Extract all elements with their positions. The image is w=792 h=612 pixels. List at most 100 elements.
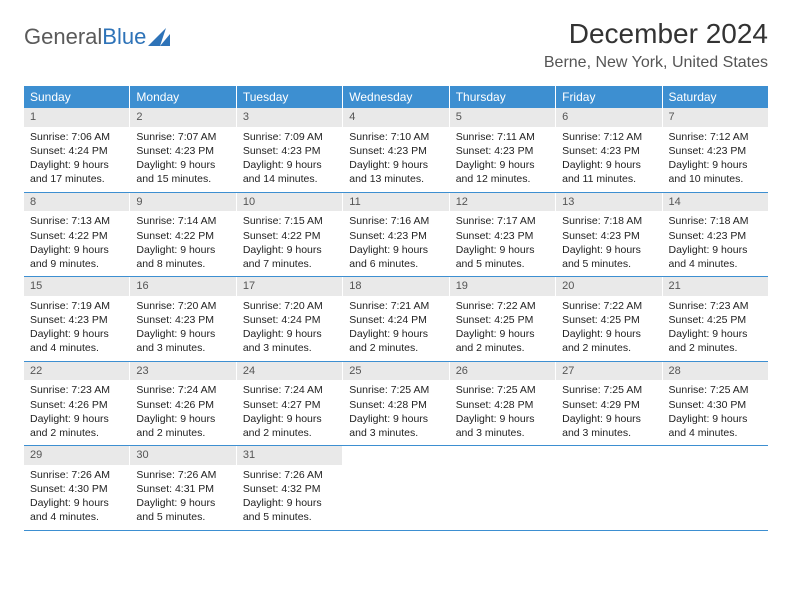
day-detail: Sunrise: 7:25 AMSunset: 4:28 PMDaylight:… xyxy=(450,383,555,440)
sunrise-text: Sunrise: 7:22 AM xyxy=(562,299,655,313)
day-detail: Sunrise: 7:24 AMSunset: 4:27 PMDaylight:… xyxy=(237,383,342,440)
daylight-1: Daylight: 9 hours xyxy=(456,243,549,257)
week-row: 1Sunrise: 7:06 AMSunset: 4:24 PMDaylight… xyxy=(24,108,768,193)
day-number: 16 xyxy=(130,277,235,296)
day-number: 10 xyxy=(237,193,342,212)
day-number: 23 xyxy=(130,362,235,381)
sunrise-text: Sunrise: 7:14 AM xyxy=(136,214,229,228)
month-title: December 2024 xyxy=(544,18,768,50)
sunrise-text: Sunrise: 7:24 AM xyxy=(243,383,336,397)
dayname-monday: Monday xyxy=(130,86,236,108)
day-detail: Sunrise: 7:26 AMSunset: 4:31 PMDaylight:… xyxy=(130,468,235,525)
weeks-container: 1Sunrise: 7:06 AMSunset: 4:24 PMDaylight… xyxy=(24,108,768,531)
daylight-2: and 3 minutes. xyxy=(349,426,442,440)
daylight-2: and 10 minutes. xyxy=(669,172,762,186)
day-number: 5 xyxy=(450,108,555,127)
daylight-1: Daylight: 9 hours xyxy=(562,412,655,426)
sunrise-text: Sunrise: 7:06 AM xyxy=(30,130,123,144)
day-number: 17 xyxy=(237,277,342,296)
sunset-text: Sunset: 4:23 PM xyxy=(562,229,655,243)
calendar: SundayMondayTuesdayWednesdayThursdayFrid… xyxy=(24,86,768,531)
daylight-2: and 5 minutes. xyxy=(243,510,336,524)
dayname-saturday: Saturday xyxy=(663,86,768,108)
daylight-2: and 5 minutes. xyxy=(456,257,549,271)
daylight-2: and 2 minutes. xyxy=(349,341,442,355)
day-detail: Sunrise: 7:09 AMSunset: 4:23 PMDaylight:… xyxy=(237,130,342,187)
logo-text-general: General xyxy=(24,24,102,50)
day-cell: 27Sunrise: 7:25 AMSunset: 4:29 PMDayligh… xyxy=(556,362,662,446)
day-detail: Sunrise: 7:24 AMSunset: 4:26 PMDaylight:… xyxy=(130,383,235,440)
day-cell: 3 Sunrise: 7:09 AMSunset: 4:23 PMDaylight… xyxy=(237,108,343,192)
daylight-2: and 14 minutes. xyxy=(243,172,336,186)
day-number: 15 xyxy=(24,277,129,296)
daylight-2: and 12 minutes. xyxy=(456,172,549,186)
sunrise-text: Sunrise: 7:07 AM xyxy=(136,130,229,144)
daylight-1: Daylight: 9 hours xyxy=(243,158,336,172)
daylight-1: Daylight: 9 hours xyxy=(30,412,123,426)
day-number: 3 xyxy=(237,108,342,127)
day-detail: Sunrise: 7:21 AMSunset: 4:24 PMDaylight:… xyxy=(343,299,448,356)
day-number: 6 xyxy=(556,108,661,127)
day-detail: Sunrise: 7:11 AMSunset: 4:23 PMDaylight:… xyxy=(450,130,555,187)
sunrise-text: Sunrise: 7:20 AM xyxy=(136,299,229,313)
daylight-2: and 11 minutes. xyxy=(562,172,655,186)
day-cell: 12 Sunrise: 7:17 AMSunset: 4:23 PMDayligh… xyxy=(450,193,556,277)
daylight-1: Daylight: 9 hours xyxy=(349,412,442,426)
day-detail: Sunrise: 7:23 AMSunset: 4:25 PMDaylight:… xyxy=(663,299,768,356)
daylight-2: and 2 minutes. xyxy=(456,341,549,355)
day-number: 12 xyxy=(450,193,555,212)
day-detail: Sunrise: 7:12 AMSunset: 4:23 PMDaylight:… xyxy=(663,130,768,187)
day-detail: Sunrise: 7:10 AMSunset: 4:23 PMDaylight:… xyxy=(343,130,448,187)
day-cell xyxy=(663,446,768,530)
day-cell: 25Sunrise: 7:25 AMSunset: 4:28 PMDayligh… xyxy=(343,362,449,446)
day-number: 22 xyxy=(24,362,129,381)
day-detail: Sunrise: 7:18 AMSunset: 4:23 PMDaylight:… xyxy=(556,214,661,271)
day-cell: 10Sunrise: 7:15 AMSunset: 4:22 PMDayligh… xyxy=(237,193,343,277)
sunset-text: Sunset: 4:22 PM xyxy=(30,229,123,243)
sunset-text: Sunset: 4:23 PM xyxy=(562,144,655,158)
day-number: 14 xyxy=(663,193,768,212)
day-number: 4 xyxy=(343,108,448,127)
daylight-1: Daylight: 9 hours xyxy=(136,327,229,341)
day-cell: 4 Sunrise: 7:10 AMSunset: 4:23 PMDaylight… xyxy=(343,108,449,192)
logo-text-blue: Blue xyxy=(102,24,146,50)
week-row: 22Sunrise: 7:23 AMSunset: 4:26 PMDayligh… xyxy=(24,362,768,447)
week-row: 15Sunrise: 7:19 AMSunset: 4:23 PMDayligh… xyxy=(24,277,768,362)
day-detail: Sunrise: 7:16 AMSunset: 4:23 PMDaylight:… xyxy=(343,214,448,271)
day-number: 28 xyxy=(663,362,768,381)
day-detail: Sunrise: 7:22 AMSunset: 4:25 PMDaylight:… xyxy=(450,299,555,356)
daylight-2: and 8 minutes. xyxy=(136,257,229,271)
daylight-1: Daylight: 9 hours xyxy=(349,327,442,341)
day-cell xyxy=(556,446,662,530)
day-cell: 2Sunrise: 7:07 AMSunset: 4:23 PMDaylight… xyxy=(130,108,236,192)
day-number: 26 xyxy=(450,362,555,381)
day-detail: Sunrise: 7:20 AMSunset: 4:24 PMDaylight:… xyxy=(237,299,342,356)
day-number: 30 xyxy=(130,446,235,465)
daylight-2: and 3 minutes. xyxy=(136,341,229,355)
daylight-1: Daylight: 9 hours xyxy=(562,243,655,257)
sunset-text: Sunset: 4:30 PM xyxy=(30,482,123,496)
day-detail: Sunrise: 7:14 AMSunset: 4:22 PMDaylight:… xyxy=(130,214,235,271)
week-row: 29Sunrise: 7:26 AMSunset: 4:30 PMDayligh… xyxy=(24,446,768,531)
daylight-1: Daylight: 9 hours xyxy=(456,412,549,426)
daylight-2: and 15 minutes. xyxy=(136,172,229,186)
daylight-1: Daylight: 9 hours xyxy=(562,158,655,172)
day-detail: Sunrise: 7:22 AMSunset: 4:25 PMDaylight:… xyxy=(556,299,661,356)
day-number: 29 xyxy=(24,446,129,465)
sunset-text: Sunset: 4:25 PM xyxy=(562,313,655,327)
sunrise-text: Sunrise: 7:17 AM xyxy=(456,214,549,228)
day-cell: 5 Sunrise: 7:11 AMSunset: 4:23 PMDaylight… xyxy=(450,108,556,192)
sunset-text: Sunset: 4:22 PM xyxy=(243,229,336,243)
daylight-1: Daylight: 9 hours xyxy=(30,243,123,257)
daylight-1: Daylight: 9 hours xyxy=(669,412,762,426)
daylight-2: and 4 minutes. xyxy=(669,257,762,271)
day-cell: 30 Sunrise: 7:26 AMSunset: 4:31 PMDayligh… xyxy=(130,446,236,530)
daylight-1: Daylight: 9 hours xyxy=(30,158,123,172)
sunset-text: Sunset: 4:27 PM xyxy=(243,398,336,412)
day-cell: 6 Sunrise: 7:12 AMSunset: 4:23 PMDaylight… xyxy=(556,108,662,192)
day-detail: Sunrise: 7:12 AMSunset: 4:23 PMDaylight:… xyxy=(556,130,661,187)
sunset-text: Sunset: 4:23 PM xyxy=(456,229,549,243)
day-cell: 16Sunrise: 7:20 AMSunset: 4:23 PMDayligh… xyxy=(130,277,236,361)
day-detail: Sunrise: 7:18 AMSunset: 4:23 PMDaylight:… xyxy=(663,214,768,271)
sunrise-text: Sunrise: 7:18 AM xyxy=(562,214,655,228)
